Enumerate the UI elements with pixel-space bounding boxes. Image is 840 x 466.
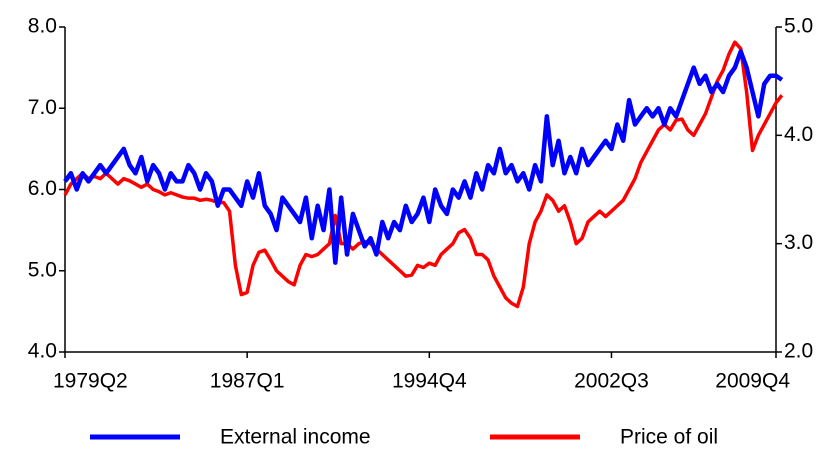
series-line <box>63 49 784 265</box>
y-tick-label: 4.0 <box>28 340 57 363</box>
legend-label: Price of oil <box>620 426 718 449</box>
y-tick-label: 8.0 <box>28 15 57 38</box>
x-tick-label: 1987Q1 <box>210 370 285 393</box>
y-tick-label: 5.0 <box>28 258 57 281</box>
x-tick-label: 2009Q4 <box>715 370 790 393</box>
legend-label: External income <box>220 426 371 449</box>
x-tick-label: 1979Q2 <box>53 370 128 393</box>
y2-tick-label: 5.0 <box>784 15 813 38</box>
y2-tick-label: 4.0 <box>784 123 813 146</box>
series-line <box>63 40 784 309</box>
x-tick-label: 2002Q3 <box>574 370 649 393</box>
x-tick-label: 1994Q4 <box>392 370 467 393</box>
y2-tick-label: 2.0 <box>784 340 813 363</box>
y-tick-label: 7.0 <box>28 96 57 119</box>
y-tick-label: 6.0 <box>28 177 57 200</box>
y2-tick-label: 3.0 <box>784 231 813 254</box>
